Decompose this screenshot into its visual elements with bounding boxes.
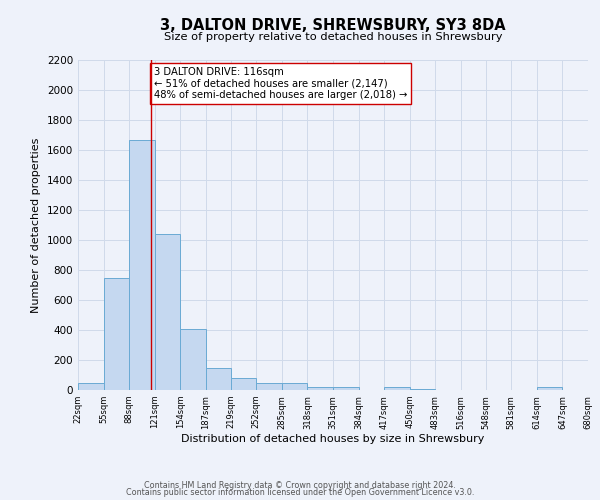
- Bar: [410, 388, 436, 390]
- Text: Contains HM Land Registry data © Crown copyright and database right 2024.: Contains HM Land Registry data © Crown c…: [144, 480, 456, 490]
- Bar: [384, 388, 410, 390]
- Bar: [181, 329, 206, 390]
- Y-axis label: Number of detached properties: Number of detached properties: [31, 138, 41, 312]
- Bar: [230, 378, 256, 390]
- Text: Size of property relative to detached houses in Shrewsbury: Size of property relative to detached ho…: [164, 32, 502, 42]
- Bar: [282, 383, 307, 390]
- Bar: [206, 368, 230, 390]
- Bar: [104, 278, 129, 390]
- Text: Contains public sector information licensed under the Open Government Licence v3: Contains public sector information licen…: [126, 488, 474, 497]
- Bar: [256, 383, 282, 390]
- Bar: [333, 388, 359, 390]
- X-axis label: Distribution of detached houses by size in Shrewsbury: Distribution of detached houses by size …: [181, 434, 485, 444]
- Bar: [155, 234, 181, 390]
- Bar: [307, 386, 333, 390]
- Text: 3 DALTON DRIVE: 116sqm
← 51% of detached houses are smaller (2,147)
48% of semi-: 3 DALTON DRIVE: 116sqm ← 51% of detached…: [154, 66, 407, 100]
- Bar: [78, 382, 104, 390]
- Bar: [129, 140, 155, 390]
- Bar: [537, 388, 562, 390]
- Text: 3, DALTON DRIVE, SHREWSBURY, SY3 8DA: 3, DALTON DRIVE, SHREWSBURY, SY3 8DA: [160, 18, 506, 32]
